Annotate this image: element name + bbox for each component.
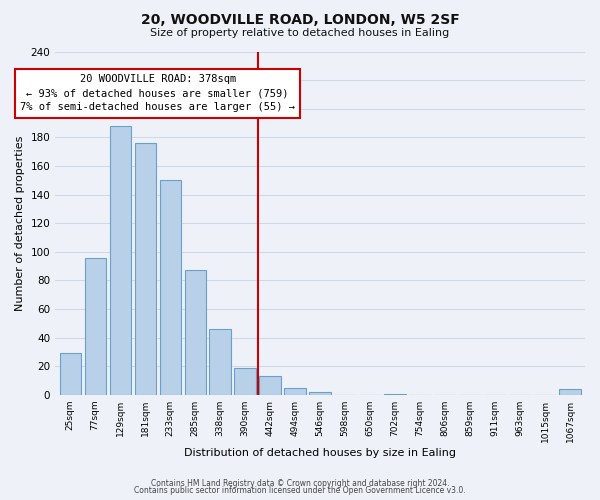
Bar bbox=[160, 180, 181, 395]
Y-axis label: Number of detached properties: Number of detached properties bbox=[15, 136, 25, 311]
Bar bbox=[235, 368, 256, 395]
Bar bbox=[209, 329, 231, 395]
Text: 20 WOODVILLE ROAD: 378sqm
← 93% of detached houses are smaller (759)
7% of semi-: 20 WOODVILLE ROAD: 378sqm ← 93% of detac… bbox=[20, 74, 295, 112]
Text: Contains HM Land Registry data © Crown copyright and database right 2024.: Contains HM Land Registry data © Crown c… bbox=[151, 478, 449, 488]
Bar bbox=[110, 126, 131, 395]
Bar bbox=[134, 143, 156, 395]
Bar bbox=[259, 376, 281, 395]
Bar bbox=[284, 388, 306, 395]
Text: 20, WOODVILLE ROAD, LONDON, W5 2SF: 20, WOODVILLE ROAD, LONDON, W5 2SF bbox=[140, 12, 460, 26]
Bar bbox=[185, 270, 206, 395]
Text: Size of property relative to detached houses in Ealing: Size of property relative to detached ho… bbox=[151, 28, 449, 38]
X-axis label: Distribution of detached houses by size in Ealing: Distribution of detached houses by size … bbox=[184, 448, 456, 458]
Bar bbox=[559, 389, 581, 395]
Bar bbox=[385, 394, 406, 395]
Bar bbox=[59, 354, 81, 395]
Bar bbox=[310, 392, 331, 395]
Text: Contains public sector information licensed under the Open Government Licence v3: Contains public sector information licen… bbox=[134, 486, 466, 495]
Bar bbox=[85, 258, 106, 395]
